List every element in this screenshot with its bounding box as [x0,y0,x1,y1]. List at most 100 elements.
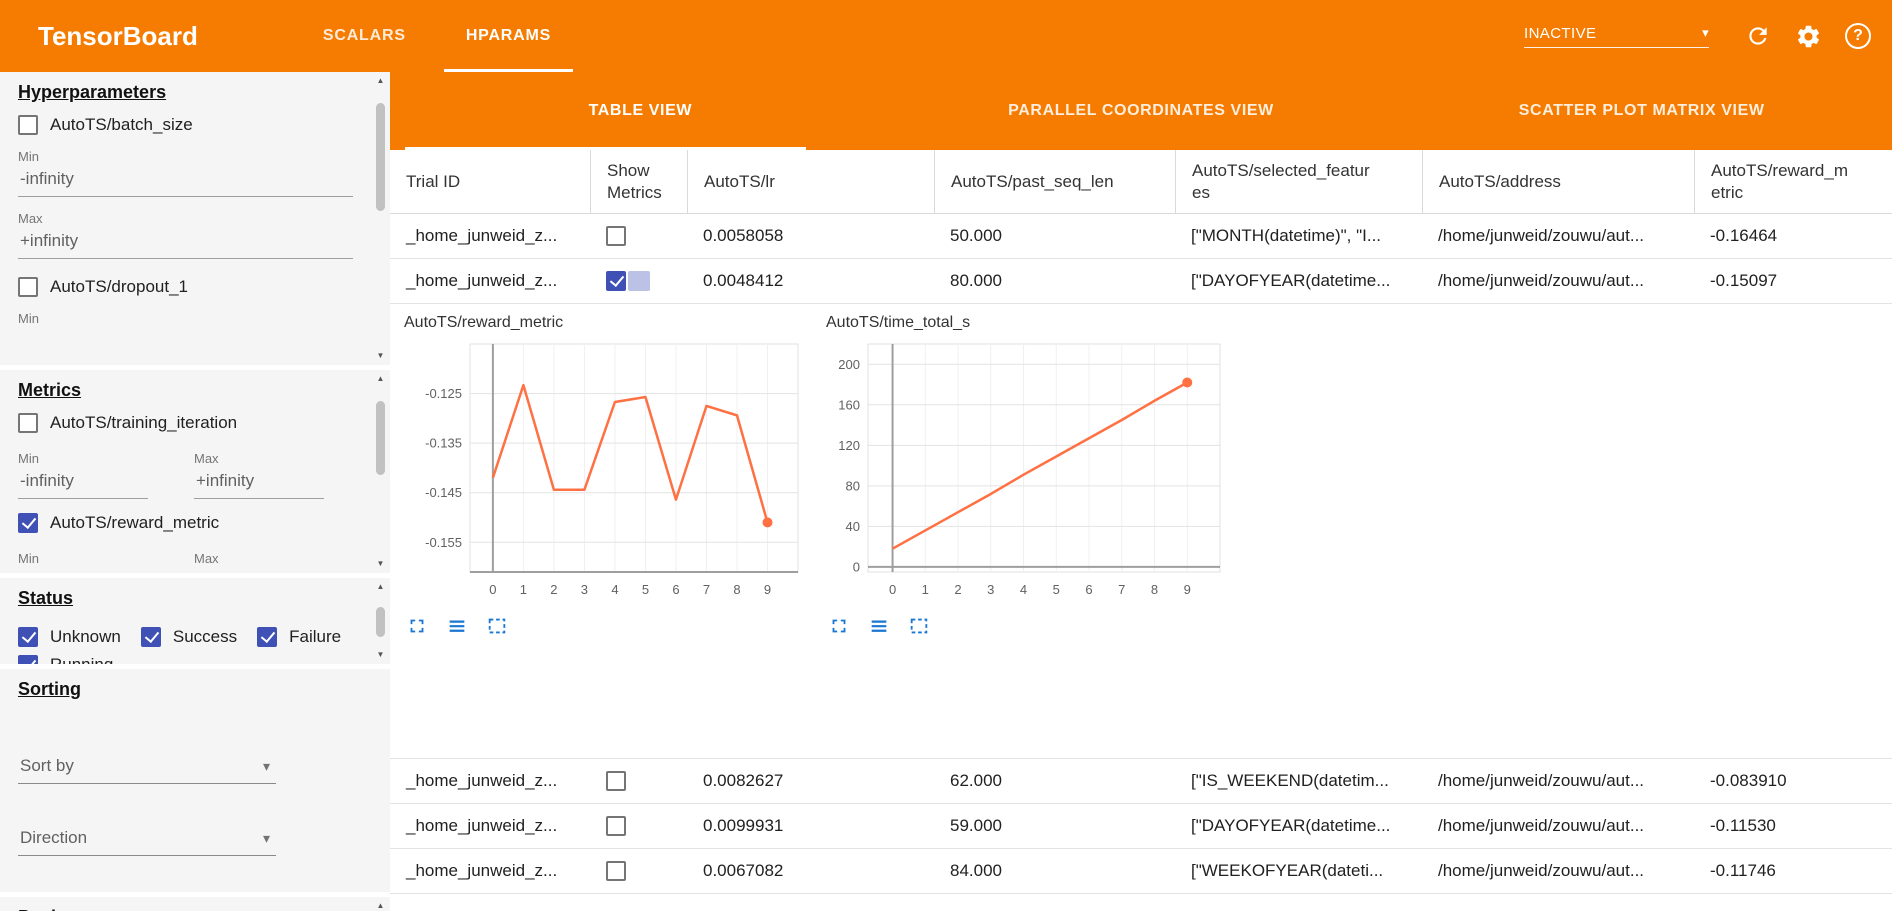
sidebar-item-reward-metric[interactable]: AutoTS/reward_metric [18,513,372,533]
column-header-show-metrics[interactable]: Show Metrics [590,150,687,213]
max-input[interactable]: +infinity [18,226,353,259]
svg-text:4: 4 [1020,582,1027,597]
scroll-down-icon[interactable]: ▼ [376,559,385,568]
column-header-past-seq-len[interactable]: AutoTS/past_seq_len [934,150,1175,213]
section-scrollbar[interactable]: ▲ ▼ [373,75,388,362]
app-header: TensorBoard SCALARS HPARAMS INACTIVE ▾ ? [0,0,1892,72]
hparams-main: TABLE VIEW PARALLEL COORDINATES VIEW SCA… [390,72,1892,911]
table-header: Trial ID Show Metrics AutoTS/lr AutoTS/p… [390,150,1892,214]
column-header-selected-features[interactable]: AutoTS/selected_features [1175,150,1422,213]
svg-text:6: 6 [672,582,679,597]
checkbox[interactable] [18,655,38,664]
lr-cell: 0.0099931 [703,816,784,835]
scroll-up-icon[interactable]: ▲ [376,901,385,910]
column-header-trial-id[interactable]: Trial ID [406,171,461,191]
svg-text:80: 80 [846,478,860,493]
column-header-address[interactable]: AutoTS/address [1422,150,1694,213]
expand-icon[interactable] [406,615,428,637]
column-header-reward-metric[interactable]: AutoTS/reward_metric [1694,150,1892,213]
min-input[interactable]: -infinity [18,466,148,499]
checkbox-label: AutoTS/reward_metric [50,513,220,532]
tab-parallel-coordinates-view[interactable]: PARALLEL COORDINATES VIEW [1008,102,1274,119]
sort-by-select[interactable]: Sort by ▾ [18,752,276,784]
checkbox[interactable] [257,627,278,647]
line-chart[interactable]: -0.125 -0.135 -0.145 -0.155 0 1 2 3 4 5 6 7 8 9 [404,336,812,611]
status-item-failure[interactable]: Failure [257,627,341,647]
svg-text:8: 8 [1151,582,1158,597]
svg-text:7: 7 [703,582,710,597]
sidebar-item-batch-size[interactable]: AutoTS/batch_size [18,115,372,135]
tab-hparams[interactable]: HPARAMS [436,0,581,72]
checkbox[interactable] [18,115,38,135]
scroll-up-icon[interactable]: ▲ [376,374,385,383]
max-input[interactable]: +infinity [194,466,324,499]
section-scrollbar[interactable]: ▲ ▼ [373,900,388,911]
status-heading: Status [18,588,74,608]
min-label: Min [18,551,39,566]
dashed-box-icon[interactable] [908,615,930,637]
svg-text:5: 5 [1053,582,1060,597]
scrollbar-thumb[interactable] [376,401,385,475]
status-item-unknown[interactable]: Unknown [18,627,121,647]
run-status-value: INACTIVE [1524,24,1597,42]
scroll-down-icon[interactable]: ▼ [376,351,385,360]
show-metrics-checkbox[interactable] [606,771,626,791]
scrollbar-track[interactable] [374,593,387,649]
run-status-dropdown[interactable]: INACTIVE ▾ [1524,25,1709,48]
reward-metric-chart: AutoTS/reward_metric -0.125 -0.135 -0.145-… [404,314,812,637]
show-metrics-checkbox[interactable] [606,271,626,291]
checkbox[interactable] [18,627,38,647]
scrollbar-track[interactable] [374,385,387,558]
show-metrics-checkbox[interactable] [606,861,626,881]
scrollbar-thumb[interactable] [376,103,385,211]
checkbox[interactable] [140,627,161,647]
trial-id-cell: _home_junweid_z... [406,771,558,790]
tab-scatter-plot-matrix-view[interactable]: SCATTER PLOT MATRIX VIEW [1518,102,1765,119]
show-metrics-checkbox[interactable] [606,816,626,836]
column-header-lr[interactable]: AutoTS/lr [687,150,934,213]
scroll-up-icon[interactable]: ▲ [376,582,385,591]
section-scrollbar[interactable]: ▲ ▼ [373,373,388,570]
direction-select[interactable]: Direction ▾ [18,824,276,856]
svg-text:0: 0 [889,582,896,597]
checkbox[interactable] [18,513,38,533]
table-row: _home_junweid_z... 0.0082627 62.000 ["IS_WE… [390,759,1892,804]
scrollbar-thumb[interactable] [376,607,385,637]
status-item-success[interactable]: Success [140,627,237,647]
scrollbar-track[interactable] [374,87,387,350]
status-item-running[interactable]: Running [18,655,113,664]
hparams-sidebar: Hyperparameters AutoTS/batch_size Min -i… [0,72,390,911]
checkbox[interactable] [18,413,38,433]
view-tabs: TABLE VIEW PARALLEL COORDINATES VIEW SCA… [390,72,1892,150]
checkbox[interactable] [18,277,38,297]
settings-button[interactable] [1790,18,1826,54]
sidebar-item-dropout-1[interactable]: AutoTS/dropout_1 [18,277,372,297]
horizontal-lines-icon[interactable] [868,615,890,637]
refresh-button[interactable] [1740,18,1776,54]
dashed-box-icon[interactable] [486,615,508,637]
sidebar-item-training-iteration[interactable]: AutoTS/training_iteration [18,413,372,433]
help-button[interactable]: ? [1840,18,1876,54]
scroll-down-icon[interactable]: ▼ [376,650,385,659]
tab-table-view[interactable]: TABLE VIEW [390,72,891,150]
chevron-down-icon: ▾ [262,829,270,846]
min-input[interactable]: -infinity [18,164,353,197]
show-metrics-checkbox[interactable] [606,226,626,246]
tab-scalars[interactable]: SCALARS [322,27,406,44]
table-rows-bottom: _home_junweid_z... 0.0082627 62.000 ["IS_WE… [390,758,1892,894]
past-seq-len-cell: 62.000 [950,771,1002,790]
address-cell: /home/junweid/zouwu/aut... [1438,271,1645,290]
reward-metric-cell: -0.15097 [1710,271,1778,290]
svg-text:160: 160 [838,397,860,412]
table-row: _home_junweid_z... 0.0099931 59.000 ["DAYOF… [390,804,1892,849]
horizontal-lines-icon[interactable] [446,615,468,637]
expand-icon[interactable] [828,615,850,637]
section-scrollbar[interactable]: ▲ ▼ [373,581,388,661]
scroll-up-icon[interactable]: ▲ [376,76,385,85]
svg-text:-0.145: -0.145 [425,485,462,500]
line-chart[interactable]: 0 40 80 120 160 200 0 1 2 3 4 5 6 7 8 9 [826,336,1234,611]
svg-text:5: 5 [642,582,649,597]
max-label: Max [18,211,43,226]
show-metrics-cell [590,816,687,836]
paging-heading: Paging [18,907,372,911]
